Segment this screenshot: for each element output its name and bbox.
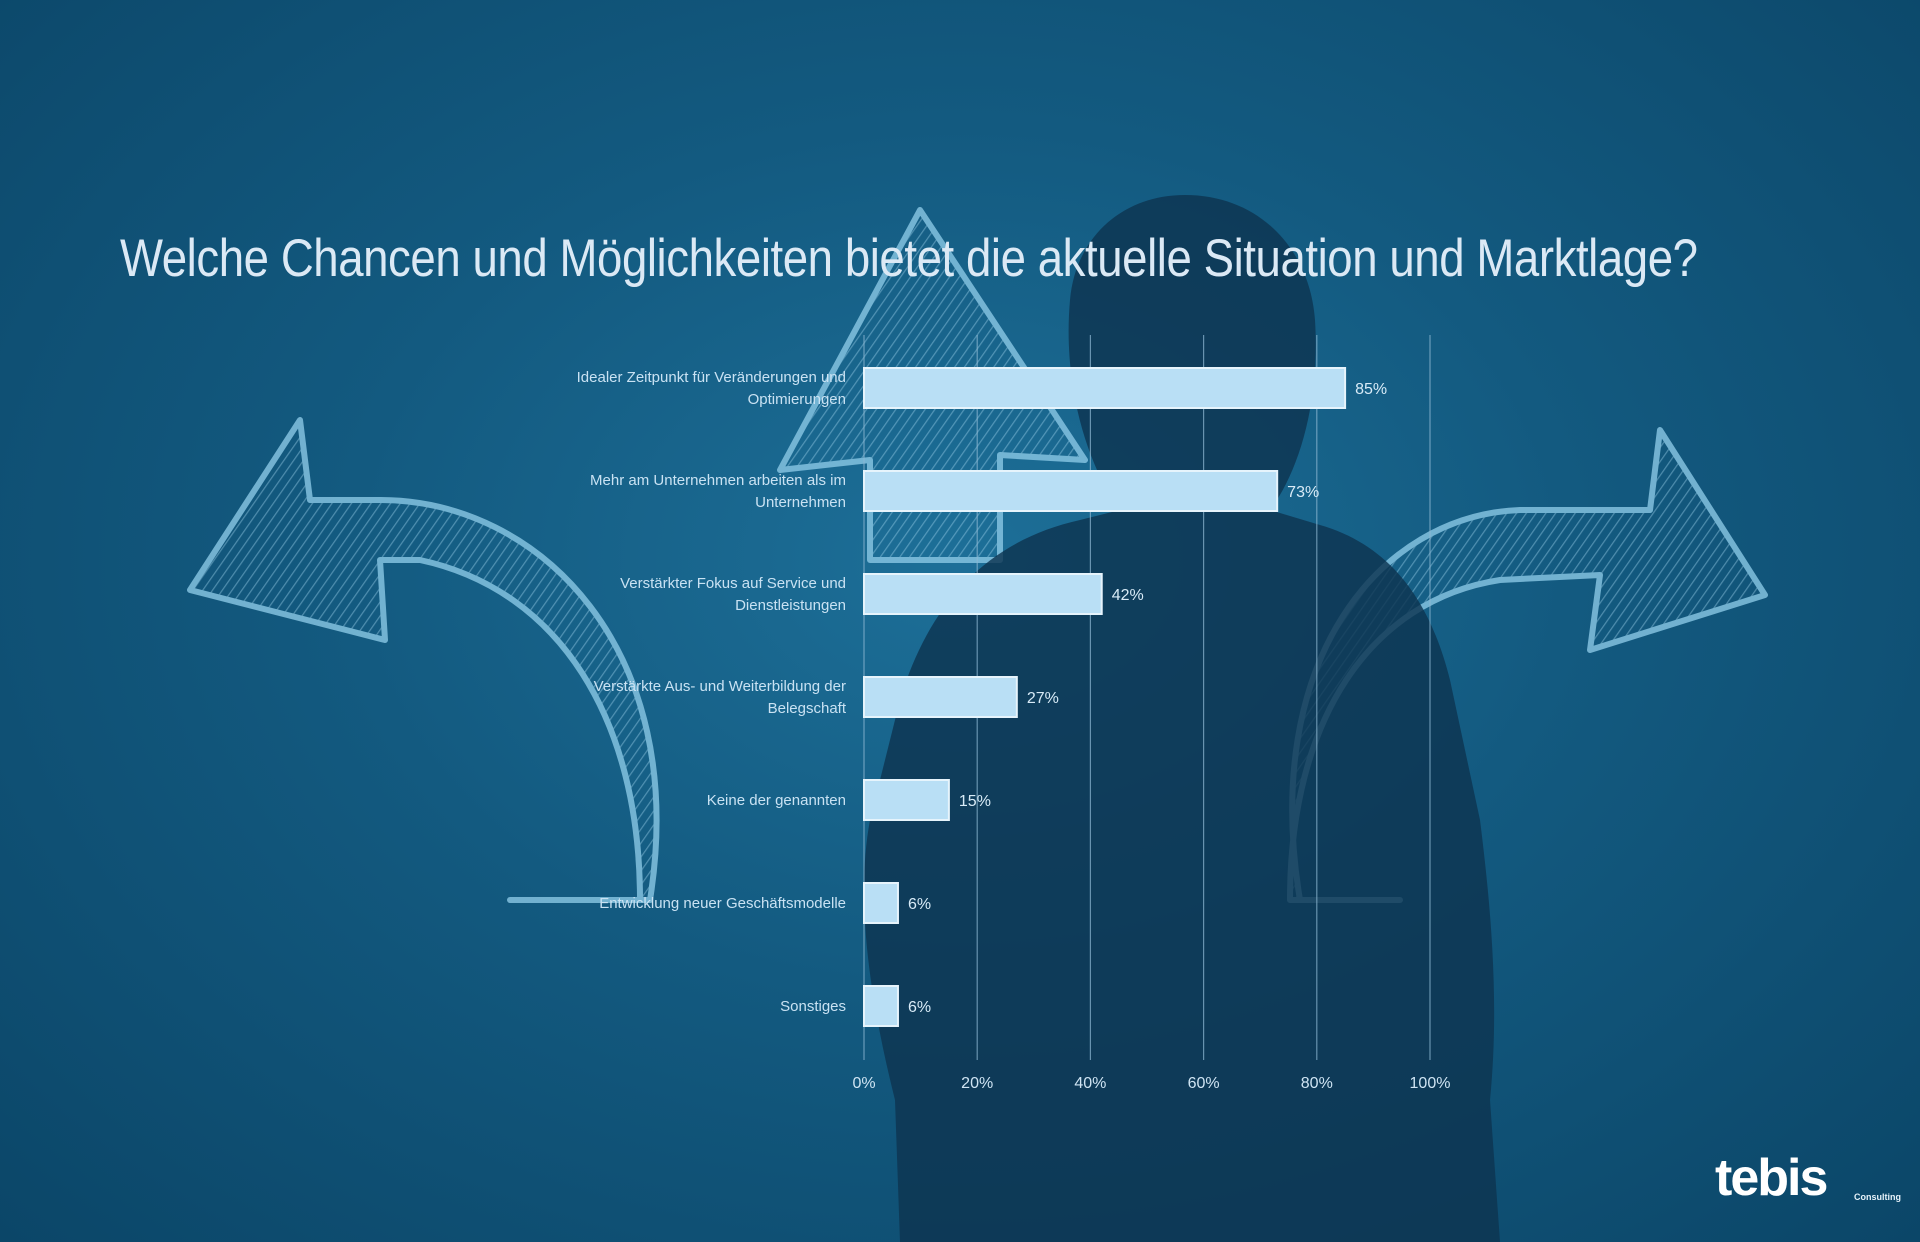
x-axis-ticks: 0% 20% 40% 60% 80% 100% (852, 1075, 1450, 1092)
person-silhouette (864, 195, 1500, 1242)
x-tick-label: 40% (1074, 1075, 1106, 1092)
bar (863, 779, 950, 821)
bar (863, 882, 899, 924)
x-tick-label: 60% (1188, 1075, 1220, 1092)
bar (863, 676, 1018, 718)
bars (863, 367, 1347, 1027)
value-labels: 85% 73% 42% 27% 15% 6% 6% (908, 381, 1387, 1016)
x-tick-label: 100% (1410, 1075, 1451, 1092)
tebis-logo: tebis (1715, 1149, 1828, 1207)
x-tick-label: 20% (961, 1075, 993, 1092)
data-label: 85% (1355, 381, 1387, 398)
bar (863, 573, 1103, 615)
category-label: Mehr am Unternehmen arbeiten als im Unter… (590, 472, 846, 511)
data-label: 15% (959, 793, 991, 810)
category-label: Verstärkter Fokus auf Service und Dienstl… (620, 575, 846, 614)
data-label: 73% (1287, 484, 1319, 501)
category-label: Sonstiges (780, 998, 846, 1015)
data-label: 6% (908, 896, 931, 913)
category-label: Verstärkte Aus- und Weiterbildung der Bel… (594, 678, 847, 717)
category-label: Keine der genannten (707, 792, 846, 809)
x-tick-label: 80% (1301, 1075, 1333, 1092)
data-label: 42% (1112, 587, 1144, 604)
bar (863, 470, 1279, 512)
page-title: Welche Chancen und Möglichkeiten bietet … (120, 229, 1698, 288)
category-labels: Idealer Zeitpunkt für Veränderungen und O… (577, 369, 847, 1015)
category-label: Entwicklung neuer Geschäftsmodelle (599, 895, 846, 912)
logo-subtext: Consulting (1854, 1192, 1901, 1202)
data-label: 27% (1027, 690, 1059, 707)
left-arrow-icon (187, 417, 660, 903)
data-label: 6% (908, 999, 931, 1016)
bar (863, 985, 899, 1027)
x-tick-label: 0% (852, 1075, 875, 1092)
bar (863, 367, 1347, 409)
category-label: Idealer Zeitpunkt für Veränderungen und O… (577, 369, 846, 408)
